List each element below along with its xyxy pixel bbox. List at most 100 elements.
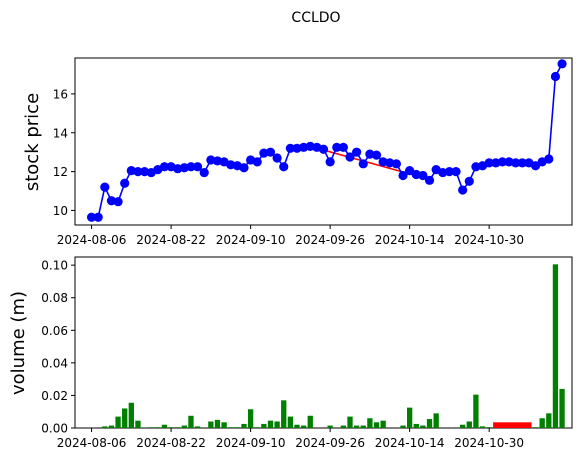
price-point [530, 161, 541, 171]
volume-bar [367, 418, 373, 428]
price-point [318, 144, 329, 154]
price-point [544, 154, 554, 164]
price-point [444, 166, 455, 177]
price-plot-frame [74, 57, 573, 226]
volume-bar [221, 422, 227, 428]
price-point [86, 212, 97, 222]
volume-bar [539, 418, 545, 428]
volume-highlight-bar [493, 422, 532, 428]
price-point [511, 158, 521, 168]
price-x-tick-label: 2024-09-26 [295, 233, 365, 247]
price-point [458, 185, 468, 195]
volume-bar [400, 425, 406, 428]
price-point [464, 176, 474, 186]
price-y-tick-label: 10 [53, 204, 68, 218]
volume-bar [102, 426, 108, 428]
volume-bar [254, 427, 260, 428]
volume-bar [486, 427, 492, 428]
price-point [497, 157, 508, 167]
volume-bar [406, 407, 413, 428]
volume-bar [552, 264, 559, 428]
price-point [113, 197, 123, 207]
volume-bar [115, 416, 121, 428]
price-y-axis-label: stock price [22, 93, 43, 191]
volume-chart: volume (m) 0.00 0.02 0.04 0.06 0.08 0.10 2024-… [8, 256, 573, 450]
price-point [358, 159, 368, 169]
volume-bar [347, 416, 353, 428]
volume-x-tick-label: 2024-08-06 [57, 436, 127, 450]
volume-bar [466, 421, 472, 428]
volume-bar [420, 425, 426, 428]
volume-bar [380, 420, 386, 428]
price-point [484, 158, 494, 168]
price-point [405, 166, 415, 176]
price-point [272, 153, 282, 163]
volume-bar [473, 394, 479, 428]
volume-bar [327, 425, 333, 428]
price-point [199, 167, 209, 178]
price-y-tick-label: 14 [53, 126, 68, 140]
price-point [398, 170, 408, 181]
volume-bar [122, 408, 128, 428]
volume-bar [128, 402, 134, 428]
volume-bar [181, 425, 187, 428]
volume-y-tick-label: 0.08 [41, 291, 68, 305]
volume-bar [135, 420, 141, 428]
volume-bar [546, 413, 552, 428]
volume-y-tick-label: 0.06 [41, 324, 68, 338]
price-point [557, 59, 567, 69]
volume-x-tick-label: 2024-08-22 [136, 436, 206, 450]
volume-bar [373, 422, 380, 428]
price-x-tick-label: 2024-08-22 [136, 233, 206, 247]
volume-bar [108, 425, 115, 428]
volume-bar [532, 427, 539, 428]
volume-bar [267, 420, 274, 428]
price-point [93, 212, 103, 222]
volume-bar [148, 427, 154, 428]
volume-bar [228, 427, 234, 428]
volume-bar [559, 388, 565, 428]
price-x-tick-label: 2024-09-10 [216, 233, 286, 247]
volume-bar [234, 427, 241, 428]
volume-bar [294, 424, 300, 428]
volume-bar [340, 425, 347, 428]
volume-bar [360, 425, 366, 428]
price-point [517, 158, 527, 168]
volume-x-tick-label: 2024-09-10 [216, 436, 286, 450]
volume-bar [426, 419, 433, 428]
price-x-tick-label: 2024-10-30 [454, 233, 524, 247]
price-point [279, 162, 289, 172]
price-point [418, 170, 428, 181]
price-x-tick-label: 2024-08-06 [57, 233, 127, 247]
price-x-tick-label: 2024-10-14 [375, 233, 445, 247]
price-point [352, 147, 362, 157]
volume-bar [194, 426, 201, 428]
volume-x-tick-label: 2024-09-26 [295, 436, 365, 450]
volume-bar [460, 424, 466, 428]
volume-bar [247, 409, 254, 428]
price-point [285, 143, 295, 153]
price-point [252, 157, 262, 167]
volume-bar [168, 427, 174, 428]
price-chart: stock price 10 12 14 16 2024-08-06 2024-08-22… [22, 57, 573, 247]
price-point [345, 152, 355, 162]
price-point [265, 147, 276, 157]
price-point [133, 166, 143, 177]
price-point [338, 142, 348, 152]
volume-y-tick-label: 0.04 [41, 356, 68, 370]
volume-plot-frame [74, 256, 573, 429]
price-point [159, 162, 170, 172]
volume-x-tick-label: 2024-10-14 [375, 436, 445, 450]
volume-bar [214, 419, 221, 428]
volume-bar [433, 413, 439, 428]
volume-bar [188, 415, 194, 428]
price-point [192, 162, 203, 172]
volume-y-axis-label: volume (m) [8, 291, 29, 395]
price-series-line [91, 63, 563, 218]
volume-x-tick-label: 2024-10-30 [454, 436, 524, 450]
volume-bar [300, 425, 307, 428]
volume-y-tick-label: 0.10 [41, 259, 68, 273]
volume-bar [479, 426, 486, 428]
price-point [325, 157, 335, 167]
